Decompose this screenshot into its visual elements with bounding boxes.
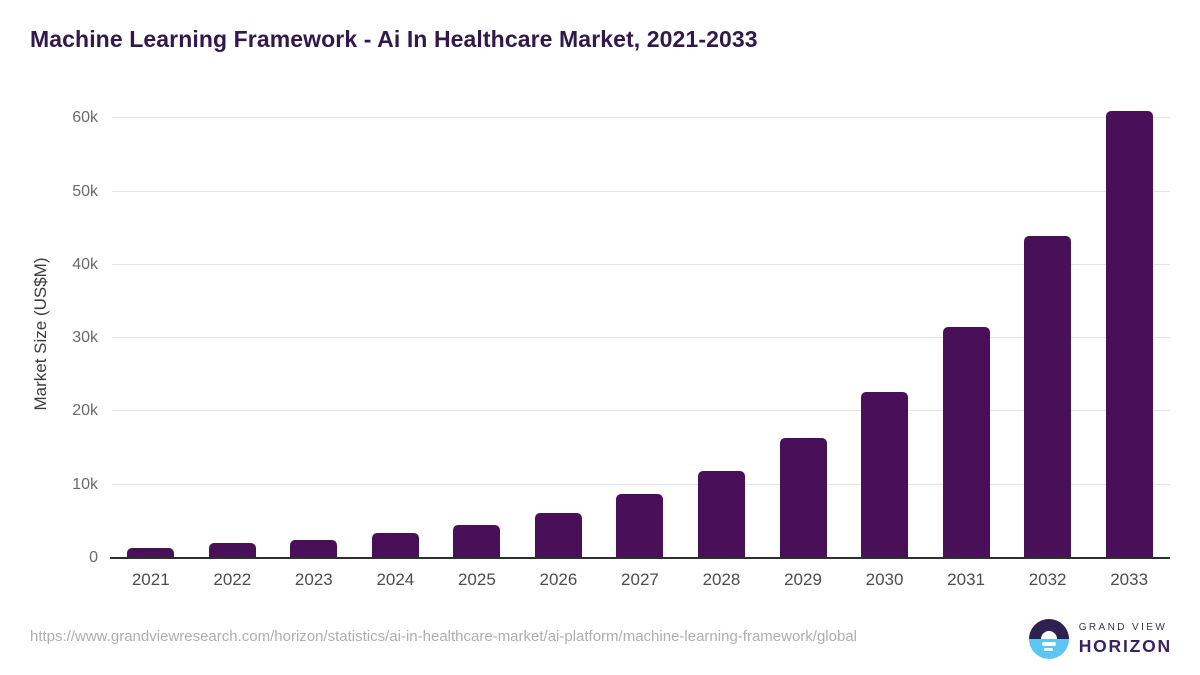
logo-horizon-label: HORIZON bbox=[1078, 635, 1172, 656]
y-tick-label-0: 0 bbox=[89, 549, 98, 566]
gridline-20k bbox=[112, 410, 1170, 412]
bar-column-2032 bbox=[1007, 111, 1089, 558]
bar-column-2024 bbox=[355, 111, 437, 558]
bar-2027[interactable] bbox=[616, 494, 664, 558]
logo-icon-sun-dome bbox=[1040, 631, 1057, 639]
y-tick-label-50k: 50k bbox=[72, 182, 98, 200]
logo-text: GRAND VIEW HORIZON bbox=[1079, 622, 1172, 657]
x-tick-label-2027: 2027 bbox=[621, 570, 659, 589]
x-tick-label-2032: 2032 bbox=[1028, 570, 1067, 589]
bar-2030[interactable] bbox=[861, 392, 909, 558]
bar-column-2031 bbox=[925, 111, 1007, 558]
x-tick-label-2030: 2030 bbox=[865, 570, 904, 589]
bar-2032[interactable] bbox=[1024, 236, 1072, 558]
bar-column-2022 bbox=[192, 111, 274, 558]
y-tick-label-20k: 20k bbox=[72, 402, 98, 420]
gridline-60k bbox=[112, 117, 1170, 119]
bar-column-2026 bbox=[518, 111, 600, 558]
bar-column-2029 bbox=[762, 111, 844, 558]
bar-2022[interactable] bbox=[208, 543, 256, 558]
gridline-50k bbox=[112, 190, 1170, 192]
chart-title: Machine Learning Framework - Ai In Healt… bbox=[30, 26, 758, 52]
gridline-10k bbox=[112, 483, 1170, 485]
x-tick-label-2026: 2026 bbox=[539, 570, 578, 589]
bar-2025[interactable] bbox=[453, 525, 501, 558]
logo-icon-dash-narrow bbox=[1044, 647, 1054, 651]
x-tick-label-2021: 2021 bbox=[131, 570, 170, 589]
gridline-40k bbox=[112, 263, 1170, 265]
bar-column-2030 bbox=[844, 111, 926, 558]
bar-column-2028 bbox=[681, 111, 763, 558]
bar-2029[interactable] bbox=[779, 438, 827, 558]
bar-column-2021 bbox=[110, 111, 192, 558]
x-tick-label-2029: 2029 bbox=[784, 570, 822, 589]
grand-view-horizon-logo: GRAND VIEW HORIZON bbox=[1028, 619, 1172, 659]
y-tick-label-10k: 10k bbox=[72, 475, 98, 493]
y-tick-label-60k: 60k bbox=[72, 109, 98, 127]
bar-column-2033 bbox=[1088, 111, 1170, 558]
logo-icon-dash-wide bbox=[1041, 642, 1056, 646]
x-axis-line bbox=[110, 557, 1170, 559]
x-tick-label-2024: 2024 bbox=[376, 570, 415, 589]
y-tick-label-30k: 30k bbox=[72, 329, 98, 347]
bar-2021[interactable] bbox=[127, 547, 175, 558]
source-url: https://www.grandviewresearch.com/horizo… bbox=[30, 628, 857, 645]
bar-column-2027 bbox=[599, 111, 681, 558]
bar-2026[interactable] bbox=[534, 512, 582, 558]
x-tick-label-2033: 2033 bbox=[1110, 570, 1149, 589]
gridline-30k bbox=[112, 337, 1170, 339]
logo-grand-view-label: GRAND VIEW bbox=[1078, 621, 1168, 633]
bar-column-2025 bbox=[436, 111, 518, 558]
x-tick-label-2031: 2031 bbox=[947, 570, 985, 589]
x-tick-label-2023: 2023 bbox=[294, 570, 333, 589]
bar-column-2023 bbox=[273, 111, 355, 558]
x-tick-label-2028: 2028 bbox=[702, 570, 741, 589]
bar-2028[interactable] bbox=[697, 470, 745, 558]
y-axis-labels: 0 10k 20k 30k 40k 50k 60k bbox=[0, 109, 98, 566]
logo-icon-top-half bbox=[1028, 619, 1069, 639]
gridlines bbox=[110, 111, 1170, 558]
horizon-sunrise-icon bbox=[1028, 619, 1069, 659]
x-tick-label-2022: 2022 bbox=[213, 570, 252, 589]
bar-2023[interactable] bbox=[290, 539, 338, 558]
bar-2031[interactable] bbox=[942, 327, 990, 558]
y-tick-label-40k: 40k bbox=[72, 255, 98, 273]
bar-2033[interactable] bbox=[1105, 111, 1153, 558]
bars bbox=[110, 111, 1170, 558]
bar-2024[interactable] bbox=[371, 532, 419, 558]
plot-area bbox=[110, 111, 1170, 559]
x-tick-label-2025: 2025 bbox=[457, 570, 496, 589]
x-axis-labels: 2021 2022 2023 2024 2025 2026 2027 2028 2029 2030… bbox=[110, 570, 1170, 590]
